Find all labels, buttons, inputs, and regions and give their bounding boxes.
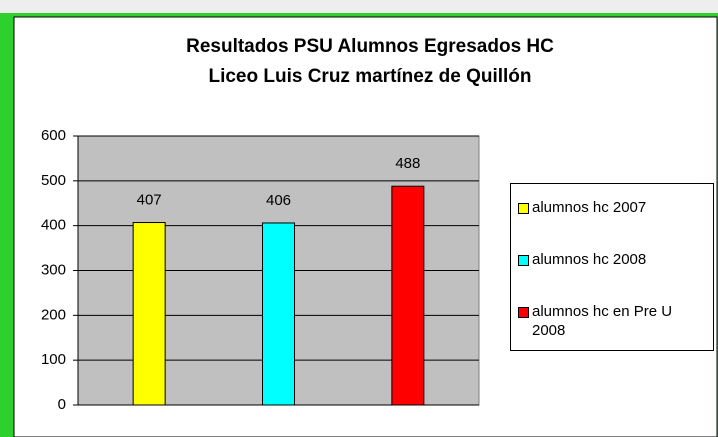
legend-label: alumnos hc en Pre U 2008: [532, 303, 673, 339]
data-label: 406: [266, 192, 291, 209]
y-tick-label: 200: [41, 306, 66, 323]
y-tick-label: 500: [41, 172, 66, 189]
legend: alumnos hc 2007 alumnos hc 2008 alumnos hc…: [510, 183, 714, 351]
top-strip: [0, 0, 718, 14]
y-tick-label: 300: [41, 261, 66, 278]
legend-item: alumnos hc 2008: [518, 250, 707, 302]
bar: [132, 222, 166, 406]
legend-item: alumnos hc en Pre U 2008: [518, 302, 707, 354]
legend-label: alumnos hc 2007: [532, 199, 647, 216]
legend-swatch: [518, 307, 529, 318]
chart-title: Resultados PSU Alumnos Egresados HC: [186, 36, 554, 57]
legend-swatch: [518, 203, 529, 214]
legend-item: alumnos hc 2007: [518, 198, 707, 250]
bar: [391, 185, 425, 406]
data-label: 488: [395, 155, 420, 172]
legend-swatch: [518, 255, 529, 266]
y-tick-label: 400: [41, 217, 66, 234]
chart-title: Liceo Luis Cruz martínez de Quillón: [208, 66, 531, 87]
y-tick-label: 100: [41, 351, 66, 368]
y-tick-label: 600: [41, 127, 66, 144]
y-tick-label: 0: [58, 396, 66, 413]
bar: [262, 222, 295, 406]
data-label: 407: [137, 191, 162, 208]
legend-label: alumnos hc 2008: [532, 251, 647, 268]
